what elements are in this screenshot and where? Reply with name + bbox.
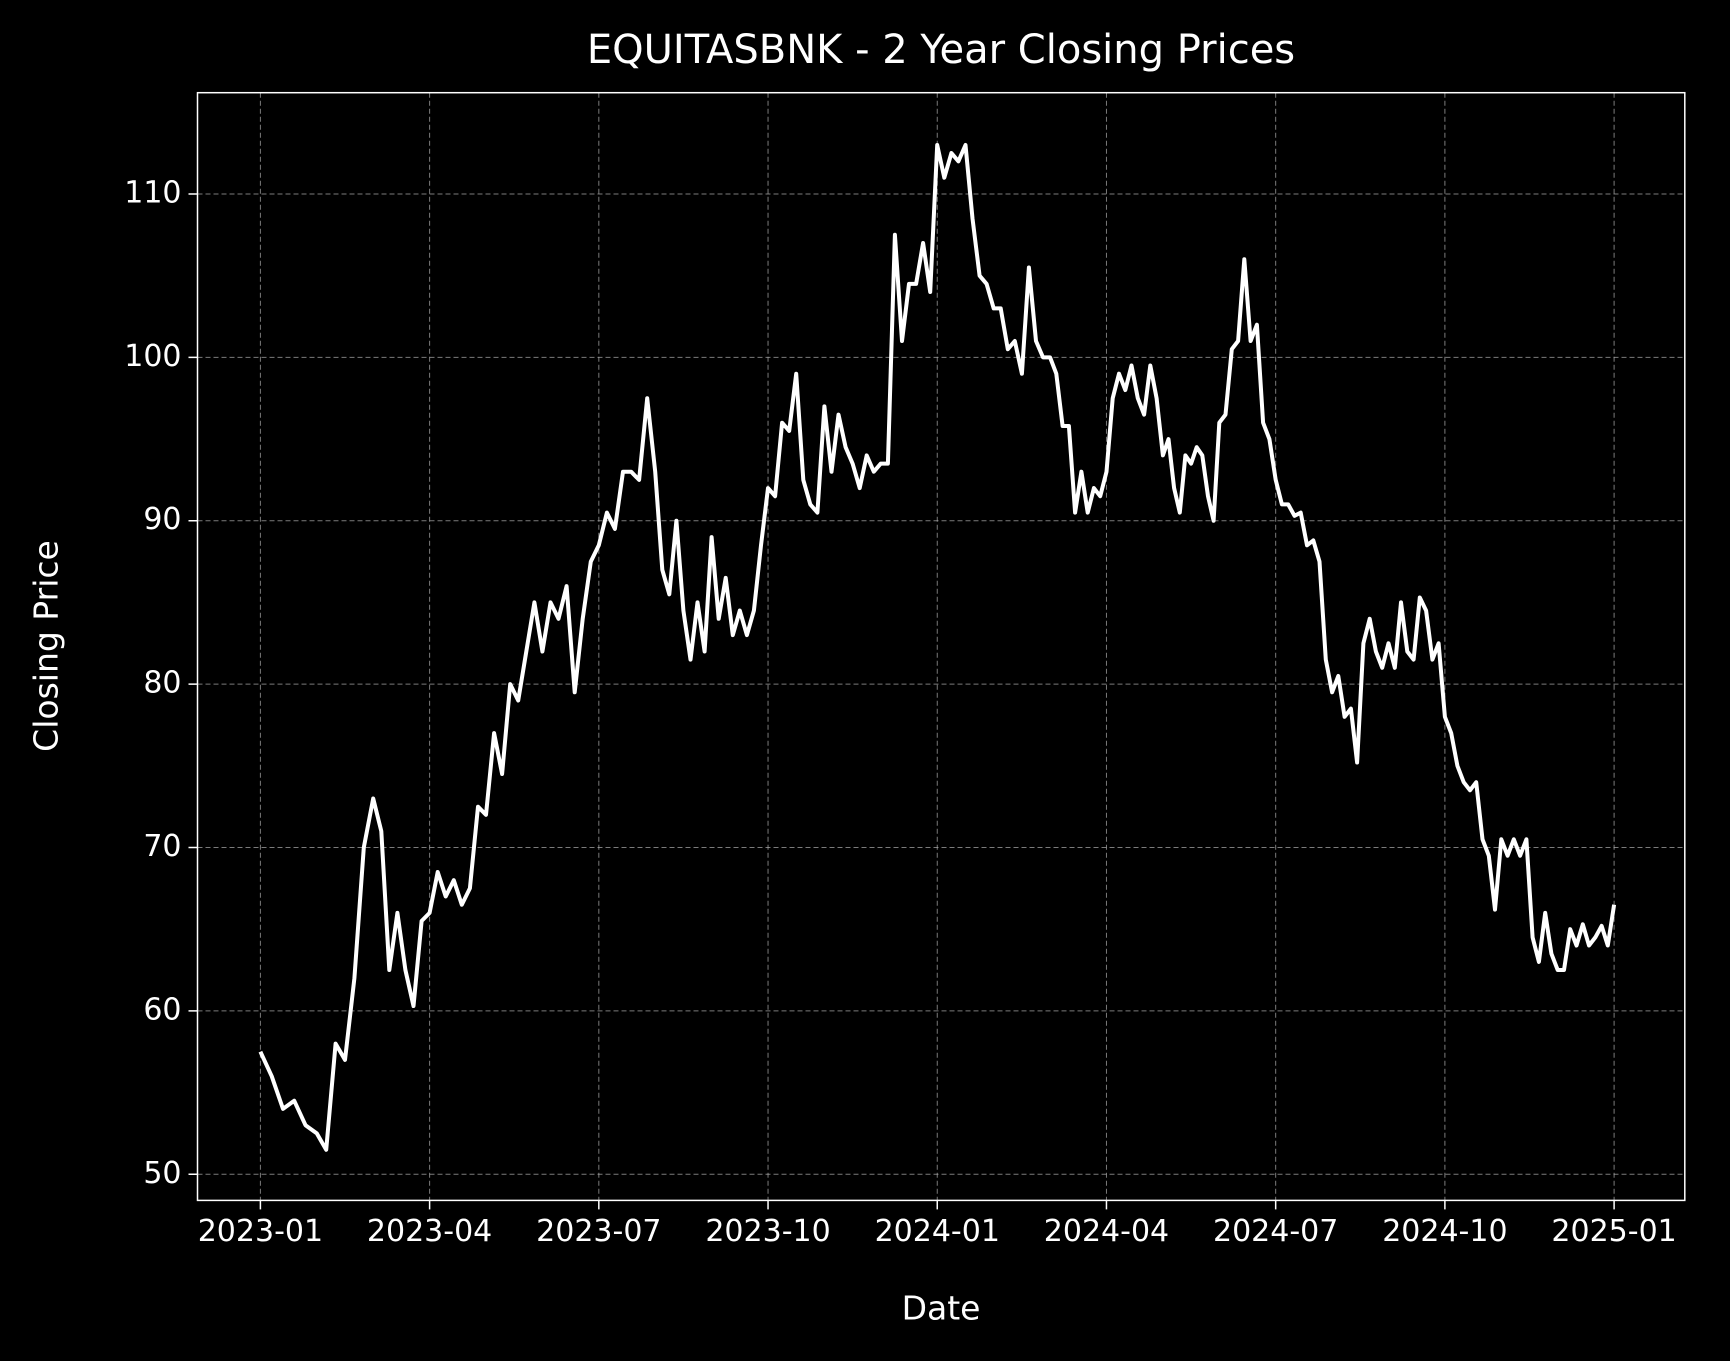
x-tick-label: 2024-01 [875,1214,1000,1249]
y-tick-label: 110 [124,175,181,210]
price-line [258,143,1617,1152]
plot-frame [196,91,1686,1202]
y-tick-label: 70 [143,829,181,864]
x-tick-label: 2024-04 [1044,1214,1169,1249]
x-tick-label: 2024-07 [1213,1214,1338,1249]
y-tick-label: 60 [143,992,181,1027]
x-tick-label: 2023-04 [367,1214,492,1249]
y-tick-label: 100 [124,339,181,374]
chart-title: EQUITASBNK - 2 Year Closing Prices [587,27,1295,73]
y-axis-label: Closing Price [27,540,66,752]
x-tick-label: 2023-01 [198,1214,323,1249]
y-tick-label: 50 [143,1156,181,1191]
x-tick-label: 2025-01 [1551,1214,1676,1249]
x-tick-label: 2023-10 [705,1214,830,1249]
x-tick-label: 2024-10 [1382,1214,1507,1249]
x-axis-label: Date [902,1289,981,1328]
x-tick-label: 2023-07 [536,1214,661,1249]
y-tick-label: 90 [143,502,181,537]
y-tick-label: 80 [143,666,181,701]
